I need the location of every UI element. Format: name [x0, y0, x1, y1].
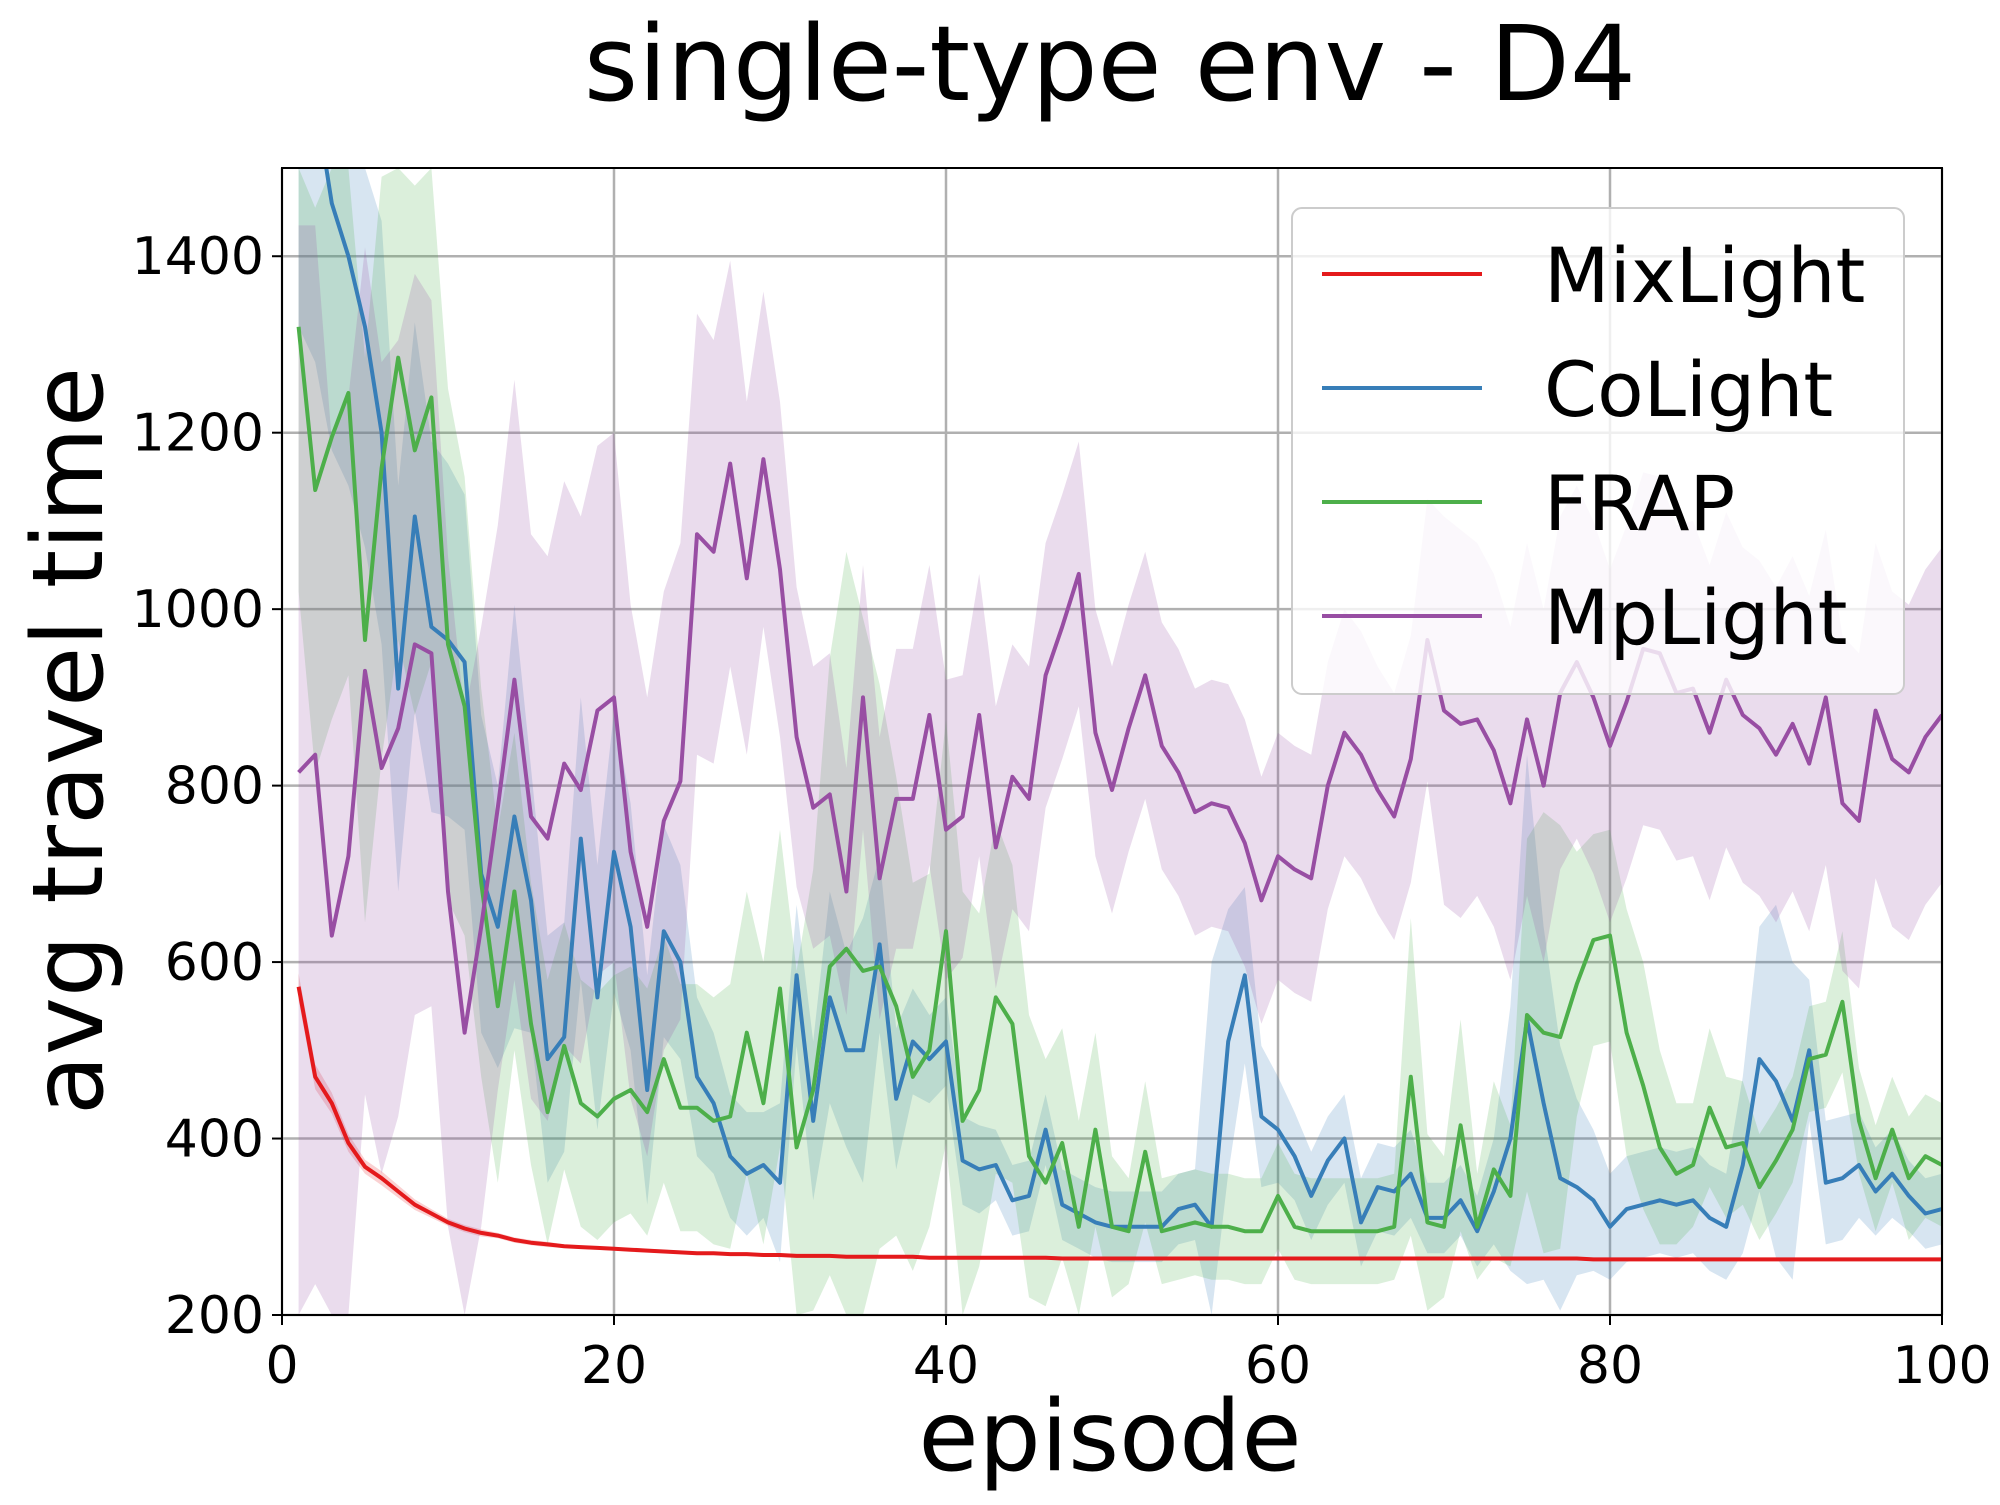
x-axis-label: episode [918, 1380, 1301, 1494]
series-line-colight [324, 168, 1942, 1234]
y-tick-label: 1400 [132, 227, 264, 287]
y-tick-label: 200 [165, 1286, 264, 1346]
series-line-frap [296, 326, 1942, 1234]
y-tick-label: 400 [165, 1110, 264, 1170]
y-tick-label: 1000 [132, 580, 264, 640]
y-tick-label: 1200 [132, 404, 264, 464]
axis-ticks: 0 20 40 60 80 100 200 400 600 800 1000 1200 1400 [132, 227, 1992, 1396]
y-tick-label: 600 [165, 933, 264, 993]
legend-label-mplight: MpLight [1544, 573, 1847, 662]
x-tick-label: 20 [581, 1336, 647, 1396]
plot-frame [281, 167, 1943, 1316]
series-line-mixlight [296, 986, 1942, 1262]
legend-label-colight: CoLight [1544, 345, 1833, 434]
legend-label-mixlight: MixLight [1544, 231, 1865, 320]
x-tick-label: 0 [265, 1336, 298, 1396]
band-colight [298, 168, 1943, 1315]
chart-title: single-type env - D4 [584, 3, 1636, 125]
x-tick-label: 60 [1245, 1336, 1311, 1396]
x-tick-label: 40 [913, 1336, 979, 1396]
y-tick-label: 800 [165, 757, 264, 817]
y-axis-label: avg travel time [12, 367, 126, 1115]
legend-box [1291, 207, 1905, 695]
band-frap [298, 168, 1943, 1315]
x-tick-label: 100 [1892, 1336, 1991, 1396]
confidence-bands [298, 168, 1943, 1315]
legend-label-frap: FRAP [1544, 459, 1735, 548]
legend: MixLight CoLight FRAP MpLight [1291, 207, 1905, 695]
x-tick-label: 80 [1577, 1336, 1643, 1396]
band-mplight [298, 225, 1943, 1315]
